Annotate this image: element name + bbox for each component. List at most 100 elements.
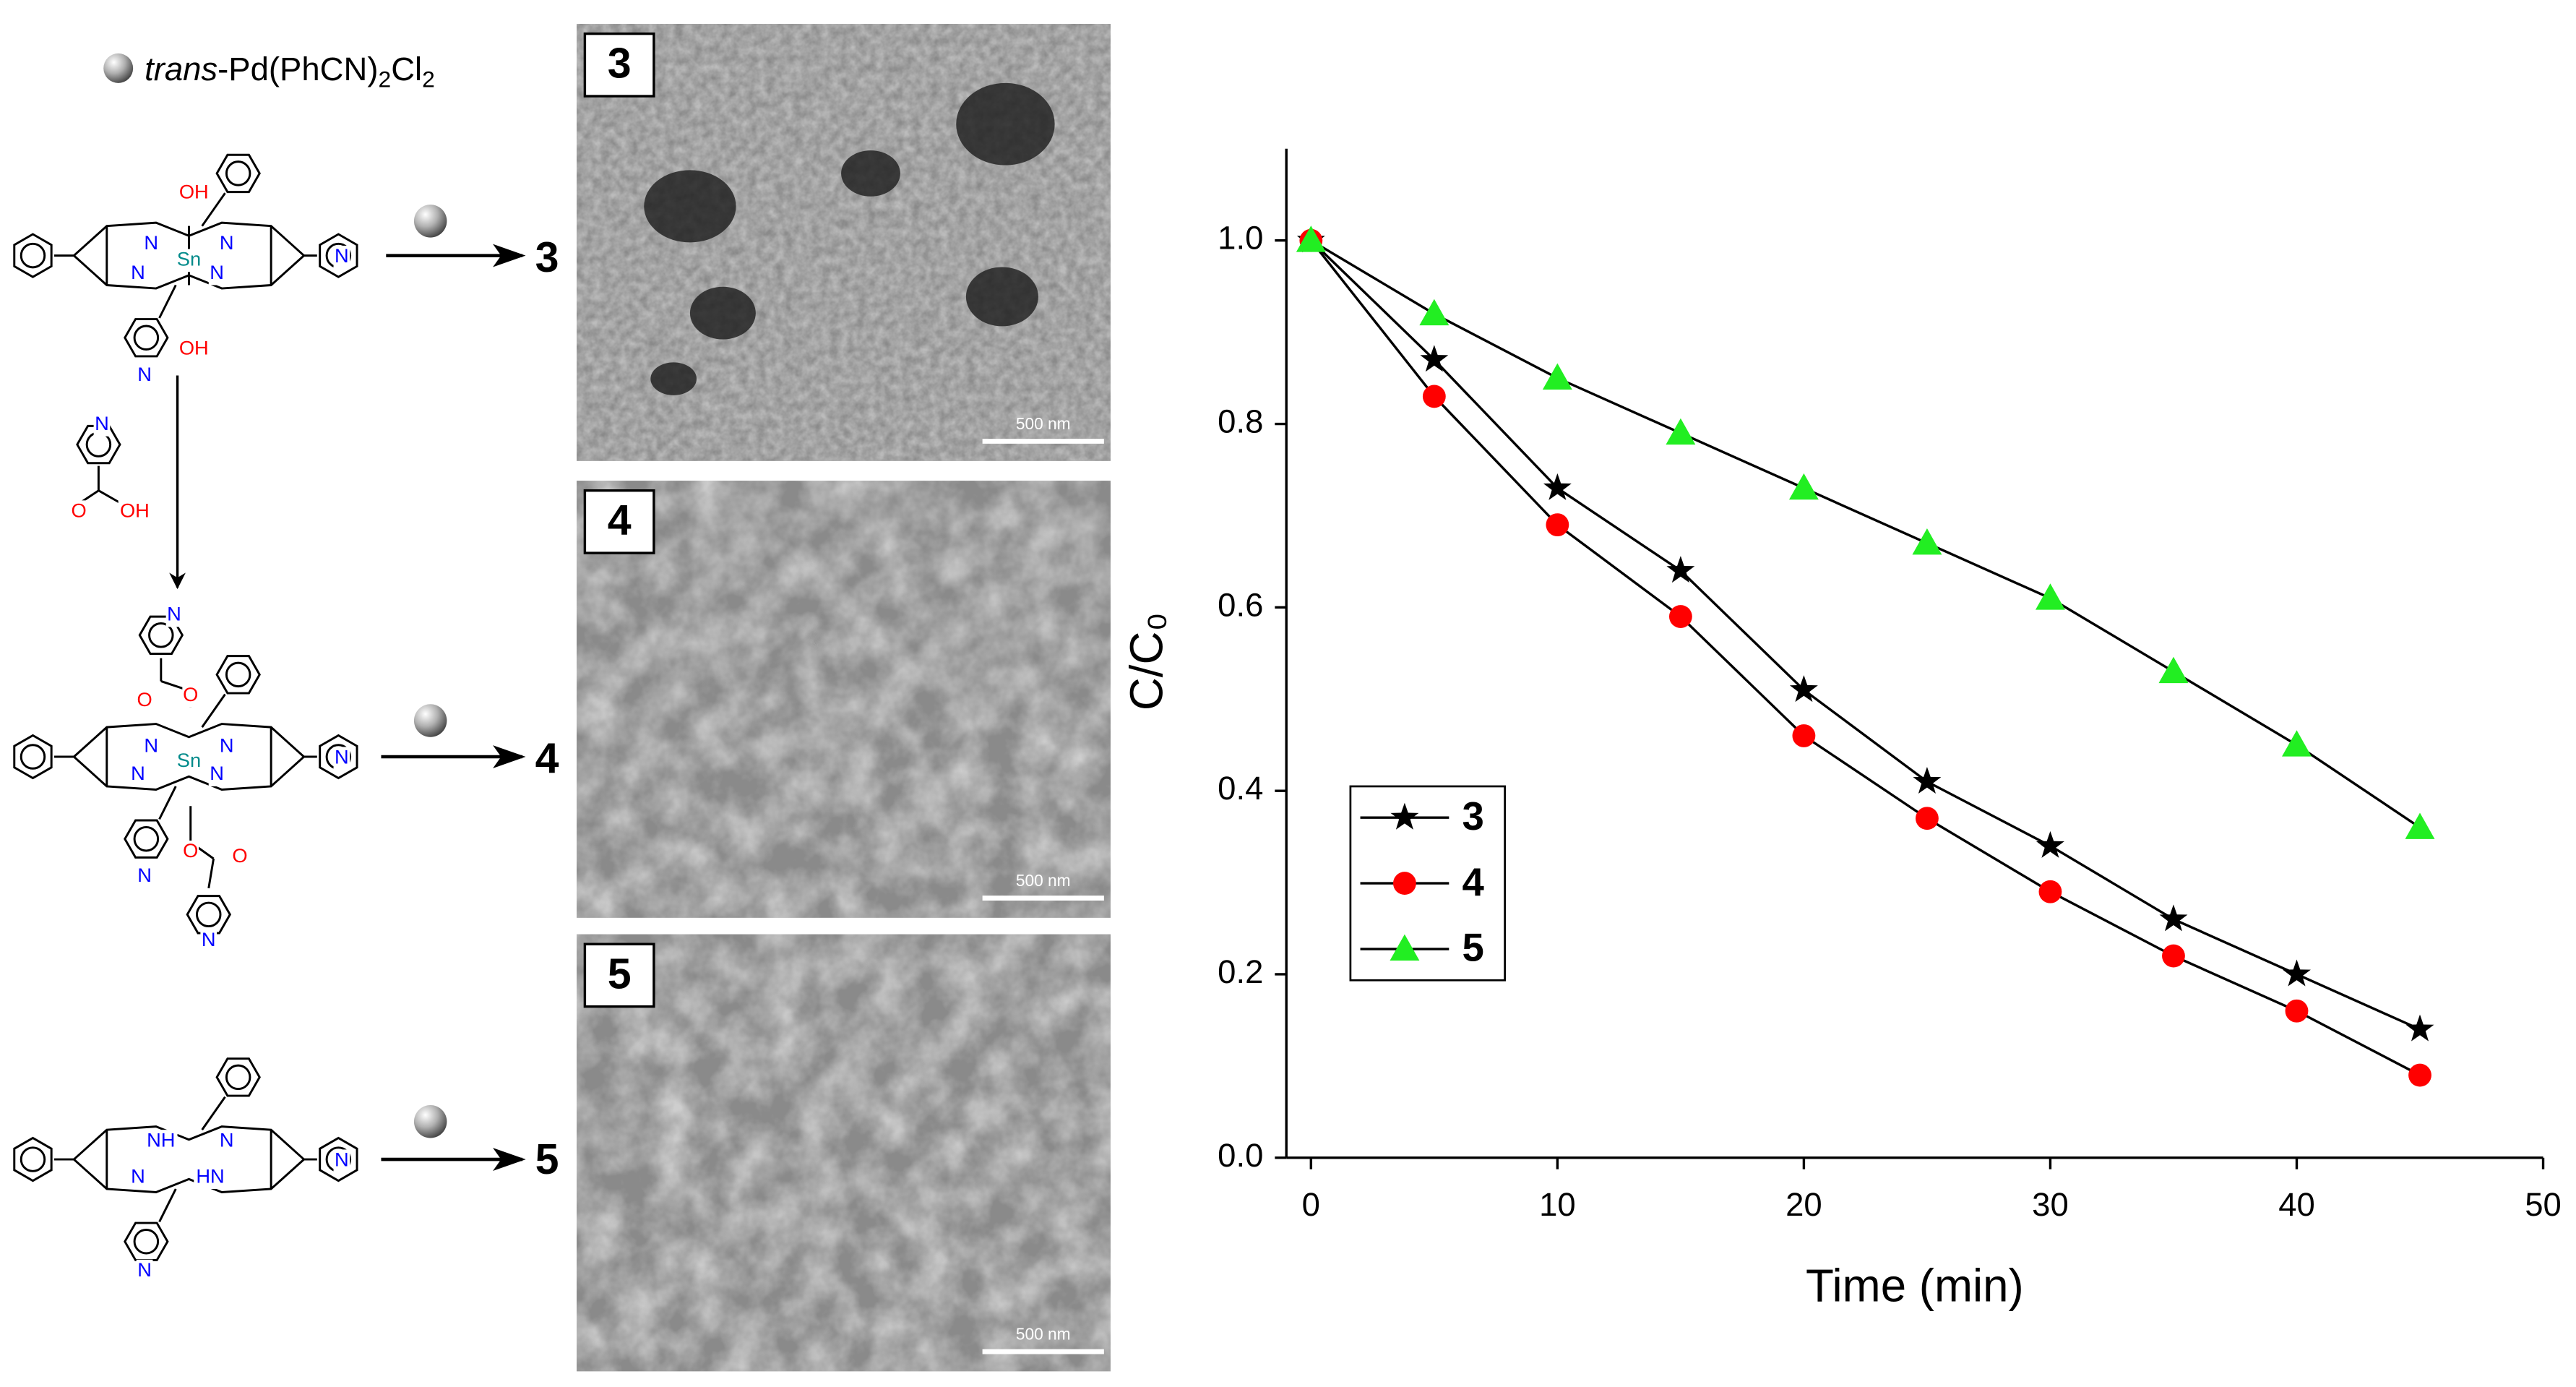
atom-label: N bbox=[335, 1148, 349, 1171]
marker bbox=[1792, 724, 1816, 747]
atom-label: N bbox=[144, 231, 158, 254]
atom-bg bbox=[208, 262, 225, 285]
ring bbox=[13, 734, 53, 780]
ring bbox=[13, 233, 53, 278]
bond bbox=[158, 786, 177, 820]
marker bbox=[1916, 807, 1939, 830]
atom-label: N bbox=[131, 261, 145, 283]
marker bbox=[1666, 556, 1695, 583]
sem-pore bbox=[644, 170, 736, 243]
atom-label: N bbox=[335, 746, 349, 768]
atom-bg bbox=[177, 181, 211, 205]
atom-bg bbox=[200, 929, 217, 953]
sem-label-box bbox=[583, 942, 655, 1008]
atom-bg bbox=[129, 1166, 147, 1189]
ring-inner bbox=[225, 661, 251, 688]
marker bbox=[1788, 473, 1819, 500]
marker bbox=[2283, 959, 2311, 987]
pd-sphere bbox=[413, 1105, 447, 1138]
atom-bg bbox=[142, 232, 160, 256]
bond bbox=[201, 693, 226, 728]
atom-bg bbox=[182, 684, 199, 708]
atom-bg bbox=[118, 500, 152, 524]
atom-bg bbox=[333, 1149, 350, 1173]
marker bbox=[2036, 830, 2064, 858]
legend-label: 4 bbox=[1463, 860, 1485, 904]
ring bbox=[215, 655, 261, 695]
x-tick-label: 20 bbox=[1785, 1186, 1822, 1223]
atom-bg bbox=[172, 249, 206, 272]
ring bbox=[319, 734, 358, 780]
atom-bg bbox=[93, 413, 111, 437]
marker bbox=[2038, 880, 2062, 903]
bond bbox=[201, 1096, 226, 1130]
legend-marker bbox=[1390, 802, 1419, 830]
atom-bg bbox=[177, 338, 211, 361]
atom-label: N bbox=[202, 928, 216, 950]
sem-label: 3 bbox=[608, 39, 632, 87]
ring bbox=[186, 895, 232, 935]
ring-inner bbox=[225, 160, 251, 186]
scale-bar-label: 500 nm bbox=[1016, 871, 1071, 890]
atom-bg bbox=[172, 750, 206, 773]
x-tick-label: 10 bbox=[1539, 1186, 1576, 1223]
sem-texture bbox=[577, 481, 1111, 918]
marker bbox=[1296, 226, 1326, 252]
x-tick-label: 0 bbox=[1302, 1186, 1320, 1223]
sem-image: 5 500 nm bbox=[577, 934, 1111, 1372]
atom-bg bbox=[165, 604, 183, 627]
atom-bg bbox=[136, 1259, 153, 1283]
atom-label: O bbox=[183, 683, 198, 705]
ring bbox=[124, 819, 169, 859]
bond bbox=[207, 858, 215, 889]
sem-pore bbox=[956, 82, 1055, 166]
ring-inner bbox=[133, 1229, 160, 1255]
product-label: 4 bbox=[535, 734, 559, 782]
ring bbox=[215, 1057, 261, 1097]
scale-bar-label: 500 nm bbox=[1016, 414, 1071, 433]
legend: 3 4 5 bbox=[1349, 785, 1506, 982]
atom-label: O bbox=[72, 499, 87, 521]
ring-inner bbox=[225, 1064, 251, 1091]
bond bbox=[98, 489, 122, 505]
atom-label: O bbox=[137, 688, 152, 710]
ring bbox=[124, 318, 169, 358]
sem-pore bbox=[965, 267, 1038, 327]
legend-marker bbox=[1390, 934, 1420, 961]
atom-label: N bbox=[210, 261, 224, 283]
porphyrin-core bbox=[72, 1125, 306, 1194]
atom-bg bbox=[136, 689, 153, 713]
pd-sphere bbox=[103, 53, 134, 83]
scale-bar-label: 500 nm bbox=[1016, 1324, 1071, 1343]
product-label: 5 bbox=[535, 1135, 559, 1183]
atom-bg bbox=[218, 232, 236, 256]
y-tick-label: 1.0 bbox=[1218, 220, 1263, 257]
sem-label: 4 bbox=[608, 496, 632, 544]
marker bbox=[2158, 656, 2189, 684]
atom-label: OH bbox=[179, 180, 209, 202]
series-line bbox=[1310, 239, 2421, 1031]
atom-bg bbox=[136, 364, 153, 387]
atom-bg bbox=[129, 262, 147, 285]
atom-label: OH bbox=[179, 336, 209, 358]
ring bbox=[124, 1221, 169, 1261]
sem-label-box bbox=[583, 489, 655, 554]
atom-bg bbox=[231, 845, 249, 869]
atom-bg bbox=[182, 840, 199, 864]
series bbox=[1296, 226, 2435, 839]
marker bbox=[1666, 418, 1696, 445]
bond bbox=[158, 284, 177, 319]
x-tick-label: 40 bbox=[2278, 1186, 2315, 1223]
marker bbox=[1789, 675, 1818, 703]
ring-inner bbox=[20, 744, 46, 770]
atom-label: HN bbox=[196, 1164, 224, 1187]
x-axis-label: Time (min) bbox=[1806, 1260, 2024, 1311]
ring bbox=[319, 233, 358, 278]
ring-inner bbox=[20, 1146, 46, 1172]
x-tick-label: 30 bbox=[2032, 1186, 2069, 1223]
atom-label: N bbox=[220, 1128, 234, 1151]
marker bbox=[2282, 730, 2312, 757]
atom-bg bbox=[208, 763, 225, 786]
sem-panels: 3 500 nm 4 500 nm 5 500 nm bbox=[577, 24, 1111, 1372]
y-tick-label: 0.4 bbox=[1218, 770, 1263, 807]
